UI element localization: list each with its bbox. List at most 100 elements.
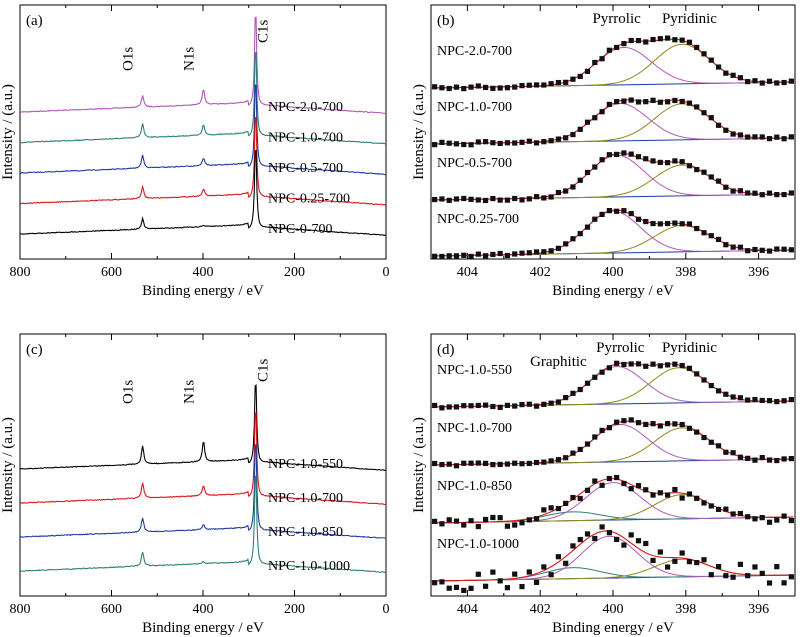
- data-point: [483, 197, 489, 204]
- component-label: Pyrrolic: [596, 340, 645, 356]
- data-point: [446, 85, 452, 92]
- data-point: [439, 461, 445, 468]
- data-point: [599, 524, 605, 530]
- data-point: [570, 494, 576, 501]
- data-point: [526, 569, 532, 575]
- data-point: [439, 196, 445, 202]
- data-point: [453, 518, 460, 524]
- data-point: [781, 79, 787, 86]
- data-point: [490, 251, 496, 258]
- data-point: [577, 126, 583, 132]
- data-point: [490, 461, 496, 468]
- data-point: [570, 184, 576, 190]
- data-point: [759, 192, 765, 198]
- data-point: [621, 98, 627, 104]
- data-point: [461, 460, 467, 466]
- data-point: [650, 220, 656, 227]
- x-tick-label: 396: [748, 602, 769, 617]
- data-point: [621, 40, 627, 47]
- data-point: [650, 158, 656, 164]
- data-point: [730, 511, 736, 517]
- data-point: [715, 443, 722, 449]
- data-point: [563, 241, 569, 247]
- data-point: [526, 250, 532, 256]
- data-point: [483, 460, 489, 466]
- data-point: [679, 495, 685, 501]
- data-point: [643, 99, 649, 105]
- data-point: [606, 208, 612, 214]
- data-point: [432, 402, 438, 409]
- data-point: [541, 195, 547, 201]
- series-label: NPC-0.25-700: [437, 212, 519, 227]
- data-point: [490, 85, 496, 91]
- data-point: [577, 231, 583, 237]
- data-point: [490, 195, 496, 202]
- data-point: [468, 518, 474, 524]
- x-tick-label: 400: [603, 265, 624, 280]
- series-label: NPC-2.0-700: [437, 44, 512, 59]
- data-point: [766, 580, 773, 586]
- data-point: [432, 142, 438, 148]
- data-point: [512, 522, 518, 528]
- data-point: [737, 561, 743, 567]
- data-point: [519, 139, 525, 145]
- data-point: [694, 495, 700, 501]
- series-line: [19, 83, 387, 176]
- data-point: [533, 459, 540, 466]
- x-tick-label: 404: [457, 602, 478, 617]
- series-line: [19, 412, 387, 506]
- x-tick-label: 404: [457, 265, 478, 280]
- series-label: NPC-1.0-550: [437, 363, 512, 378]
- data-point: [504, 402, 511, 409]
- y-axis-label: Intensity / (a.u.): [411, 417, 427, 513]
- data-point: [606, 101, 612, 107]
- data-point: [686, 100, 693, 106]
- data-point: [643, 363, 649, 369]
- data-point: [599, 482, 605, 488]
- data-point: [584, 380, 591, 386]
- data-point: [737, 132, 743, 138]
- data-point: [606, 152, 612, 158]
- data-point: [592, 59, 598, 66]
- data-point: [504, 585, 511, 591]
- data-point: [555, 554, 561, 560]
- data-point: [541, 507, 547, 513]
- data-point: [686, 425, 693, 431]
- data-point: [592, 164, 598, 170]
- component-label: Graphitic: [530, 354, 587, 370]
- data-point: [555, 79, 561, 86]
- data-point: [541, 82, 547, 88]
- data-point: [483, 84, 489, 91]
- data-point: [526, 401, 532, 407]
- data-point: [686, 491, 693, 497]
- data-point: [635, 216, 642, 222]
- data-point: [483, 253, 489, 259]
- data-point: [752, 190, 758, 196]
- data-point: [461, 522, 467, 528]
- data-point: [701, 110, 707, 116]
- data-point: [533, 194, 540, 200]
- data-point: [774, 517, 780, 523]
- data-point: [650, 557, 656, 564]
- data-point: [570, 236, 576, 242]
- data-point: [752, 396, 758, 403]
- data-point: [504, 197, 511, 203]
- data-point: [657, 36, 663, 42]
- data-point: [621, 542, 627, 548]
- data-point: [439, 521, 445, 527]
- data-point: [788, 190, 794, 196]
- data-point: [745, 397, 751, 403]
- data-point: [752, 246, 758, 253]
- series-label: NPC-1.0-850: [268, 525, 343, 540]
- data-point: [526, 460, 532, 467]
- data-point: [541, 249, 547, 255]
- data-point: [483, 516, 489, 523]
- data-point: [555, 505, 561, 512]
- data-point: [497, 404, 503, 410]
- data-point: [504, 523, 511, 529]
- x-tick-label: 200: [284, 265, 305, 280]
- data-point: [708, 503, 714, 509]
- data-point: [512, 84, 518, 90]
- data-point: [665, 492, 671, 498]
